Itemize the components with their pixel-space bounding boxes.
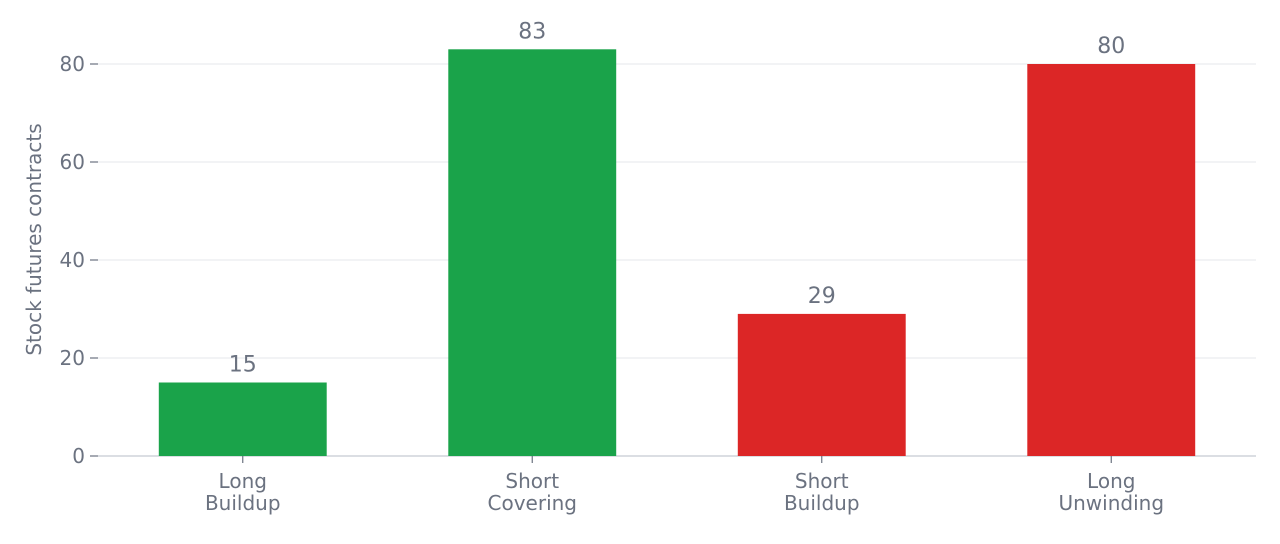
y-tick-label: 0 [72,444,85,468]
bar[interactable] [158,382,327,457]
bar[interactable] [1027,64,1196,456]
y-tick-label: 40 [60,248,85,272]
y-axis-title: Stock futures contracts [22,123,46,355]
bar[interactable] [448,49,617,457]
x-tick-label: Long Unwinding [1058,469,1164,515]
x-tick-label: Short Buildup [784,469,860,515]
x-tick-label: Short Covering [488,469,578,515]
bar-value-label: 29 [808,284,836,309]
y-tick-label: 20 [60,346,85,370]
y-tick-label: 80 [60,52,85,76]
y-tick-label: 60 [60,150,85,174]
bar-value-label: 83 [518,19,546,44]
bar-value-label: 15 [229,353,257,378]
bar[interactable] [737,313,906,456]
x-tick-label: Long Buildup [205,469,281,515]
bar-value-label: 80 [1097,34,1125,59]
